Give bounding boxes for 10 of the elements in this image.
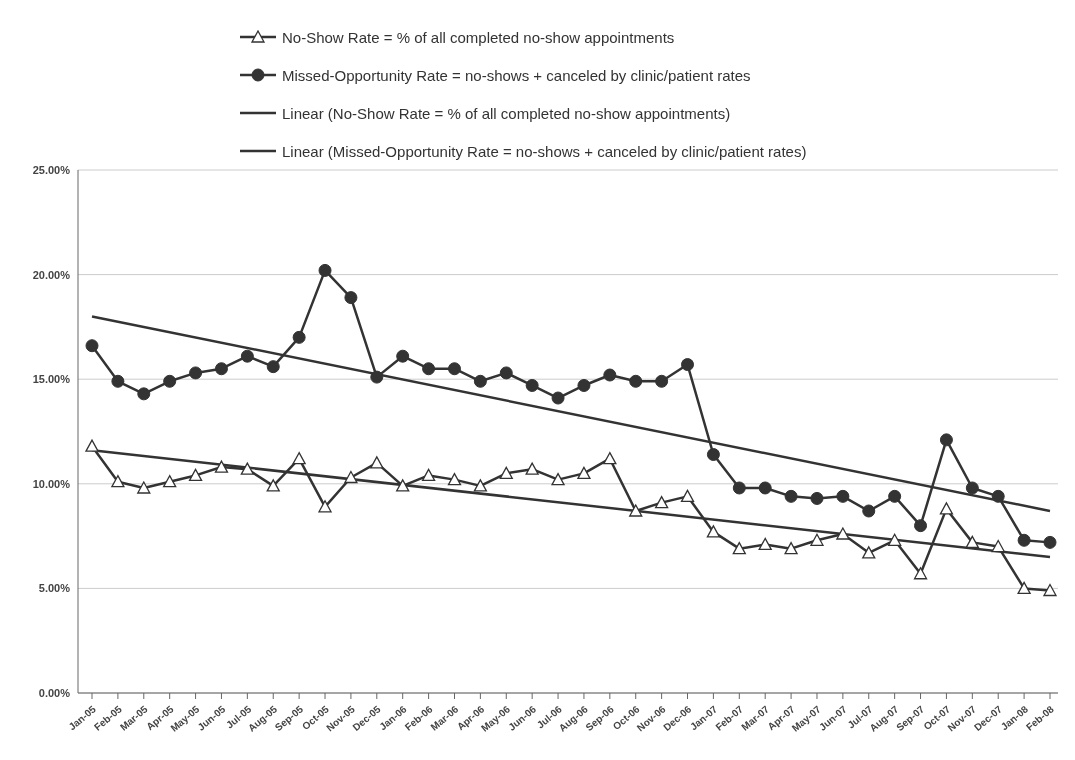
y-tick-label: 20.00% (32, 268, 71, 281)
legend-label: No-Show Rate = % of all completed no-show appointments (282, 28, 675, 46)
legend-label: Missed-Opportunity Rate = no-shows + canceled by clinic/patient rates (282, 66, 751, 84)
y-tick-label: 25.00% (32, 163, 71, 176)
y-tick-label: 10.00% (32, 477, 71, 490)
y-tick-label: 0.00% (38, 686, 71, 699)
y-tick-label: 15.00% (32, 373, 71, 386)
y-tick-label: 5.00% (38, 582, 71, 595)
legend-label: Linear (Missed-Opportunity Rate = no-shows + canceled by clinic/patient rates) (282, 142, 807, 160)
legend-label: Linear (No-Show Rate = % of all completed no-show appointments) (282, 104, 731, 122)
